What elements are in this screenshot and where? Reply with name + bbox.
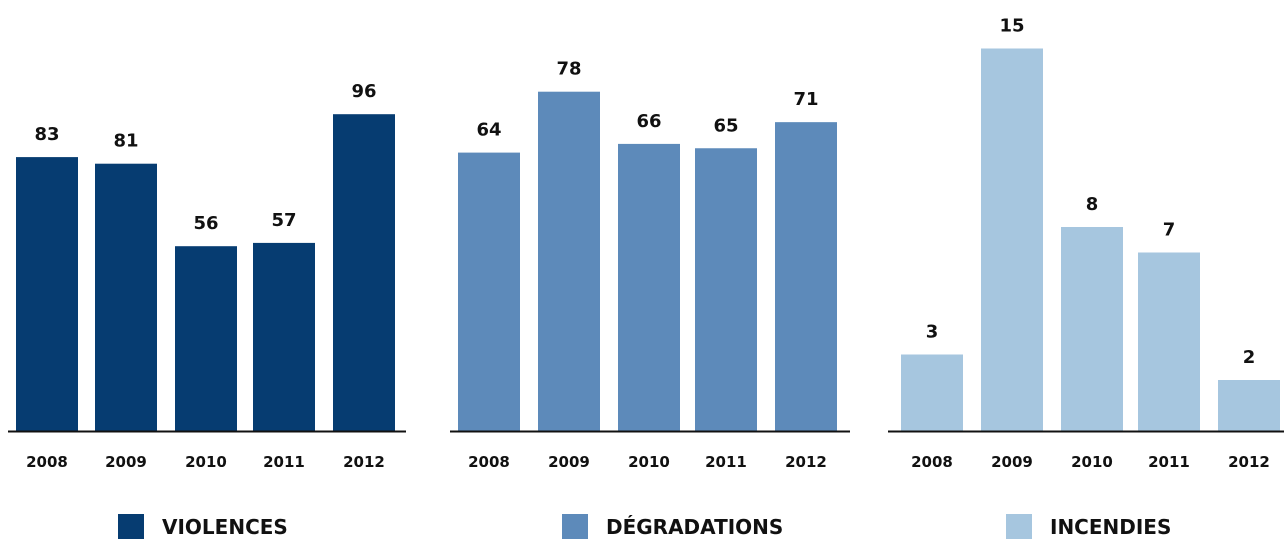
data-label-violences-2008: 83 (34, 124, 59, 145)
tick-label-incendies-2010: 2010 (1071, 453, 1113, 471)
legend-label-incendies: INCENDIES (1050, 515, 1171, 539)
tick-label-degradations-2010: 2010 (628, 453, 670, 471)
data-label-degradations-2011: 65 (713, 115, 738, 136)
data-label-incendies-2011: 7 (1163, 220, 1176, 241)
data-label-degradations-2012: 71 (793, 89, 818, 110)
data-label-violences-2009: 81 (113, 131, 138, 152)
tick-label-violences-2008: 2008 (26, 453, 68, 471)
data-label-degradations-2009: 78 (556, 59, 581, 80)
bar-incendies-2009 (981, 48, 1043, 431)
tick-label-violences-2011: 2011 (263, 453, 305, 471)
bar-degradations-2009 (538, 91, 600, 431)
bar-violences-2011 (253, 242, 315, 431)
legend-label-violences: VIOLENCES (162, 515, 288, 539)
bar-incendies-2011 (1138, 252, 1200, 431)
bar-incendies-2010 (1061, 227, 1123, 431)
tick-label-incendies-2008: 2008 (911, 453, 953, 471)
bar-violences-2009 (95, 163, 157, 431)
bar-violences-2010 (175, 246, 237, 431)
bar-incendies-2012 (1218, 380, 1280, 431)
tick-label-violences-2009: 2009 (105, 453, 147, 471)
legend-swatch-degradations (562, 514, 588, 539)
tick-label-incendies-2009: 2009 (991, 453, 1033, 471)
tick-label-violences-2010: 2010 (185, 453, 227, 471)
data-label-degradations-2010: 66 (636, 111, 661, 132)
data-label-violences-2010: 56 (193, 213, 218, 234)
data-label-incendies-2009: 15 (999, 16, 1024, 37)
tick-label-incendies-2011: 2011 (1148, 453, 1190, 471)
bar-degradations-2008 (458, 152, 520, 431)
tick-label-degradations-2009: 2009 (548, 453, 590, 471)
bar-degradations-2011 (695, 148, 757, 431)
tick-label-degradations-2008: 2008 (468, 453, 510, 471)
legend-label-degradations: DÉGRADATIONS (606, 515, 783, 539)
data-label-incendies-2012: 2 (1243, 347, 1256, 368)
legend-swatch-violences (118, 514, 144, 539)
bar-violences-2008 (16, 157, 78, 431)
tick-label-degradations-2011: 2011 (705, 453, 747, 471)
data-label-violences-2011: 57 (271, 210, 296, 231)
bar-incendies-2008 (901, 354, 963, 431)
data-label-degradations-2008: 64 (476, 120, 501, 141)
data-label-incendies-2008: 3 (926, 322, 939, 343)
legend-swatch-incendies (1006, 514, 1032, 539)
tick-label-violences-2012: 2012 (343, 453, 385, 471)
bar-degradations-2012 (775, 122, 837, 432)
data-label-violences-2012: 96 (351, 81, 376, 102)
bar-degradations-2010 (618, 143, 680, 431)
tick-label-degradations-2012: 2012 (785, 453, 827, 471)
data-label-incendies-2010: 8 (1086, 194, 1099, 215)
bar-violences-2012 (333, 114, 395, 431)
tick-label-incendies-2012: 2012 (1228, 453, 1270, 471)
